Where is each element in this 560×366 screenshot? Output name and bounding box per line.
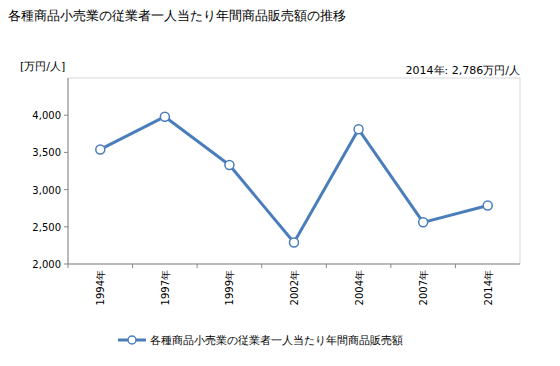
chart: 各種商品小売業の従業者一人当たり年間商品販売額の推移 [万円/人] 2014年: 2… (0, 0, 560, 366)
x-tick-label: 1999年 (224, 270, 235, 305)
x-tick (455, 264, 456, 268)
y-tick (64, 152, 68, 153)
y-tick (64, 226, 68, 227)
x-tick-label: 2002年 (289, 270, 300, 305)
x-tick (390, 264, 391, 268)
x-tick (326, 264, 327, 268)
marker (225, 161, 234, 170)
y-tick (64, 264, 68, 265)
y-axis (68, 78, 69, 264)
y-tick-label: 2,000 (32, 259, 61, 270)
x-tick (197, 264, 198, 268)
x-tick-label: 1994年 (95, 270, 106, 305)
marker (419, 218, 428, 227)
y-tick (64, 189, 68, 190)
line (100, 117, 487, 243)
x-tick (132, 264, 133, 268)
marker (483, 201, 492, 210)
marker (290, 238, 299, 247)
y-tick-label: 3,500 (32, 147, 61, 158)
plot-frame (68, 78, 520, 264)
y-label: [万円/人] (20, 60, 65, 73)
plot-area (96, 112, 492, 247)
y-tick-label: 4,000 (32, 110, 61, 121)
x-tick (68, 264, 69, 268)
legend-marker (128, 336, 136, 344)
marker (96, 145, 105, 154)
x-tick-label: 2014年 (483, 270, 494, 305)
x-tick-label: 2004年 (354, 270, 365, 305)
x-tick (261, 264, 262, 268)
x-tick-label: 1997年 (160, 270, 171, 305)
marker (354, 125, 363, 134)
y-tick (64, 115, 68, 116)
x-axis (68, 264, 520, 265)
legend-label: 各種商品小売業の従業者一人当たり年間商品販売額 (150, 334, 403, 347)
x-tick-label: 2007年 (418, 270, 429, 305)
y-tick-label: 2,500 (32, 222, 61, 233)
marker (160, 112, 169, 121)
annotation: 2014年: 2,786万円/人 (406, 64, 520, 77)
title: 各種商品小売業の従業者一人当たり年間商品販売額の推移 (8, 8, 346, 23)
y-tick-label: 3,000 (32, 185, 61, 196)
